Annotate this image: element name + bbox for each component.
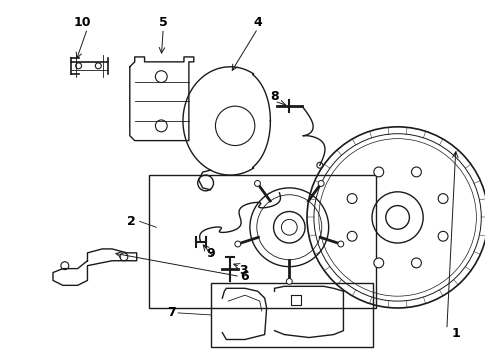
Text: 7: 7 [166,306,175,319]
Text: 8: 8 [270,90,278,103]
Circle shape [346,231,356,241]
Text: 4: 4 [253,16,262,29]
Circle shape [254,180,260,186]
Text: 9: 9 [206,247,214,260]
Text: 2: 2 [127,215,136,228]
Circle shape [318,180,324,186]
Bar [149,175,375,308]
Text: 6: 6 [240,270,249,283]
Text: 5: 5 [159,16,167,29]
Text: 1: 1 [451,327,460,340]
Text: 3: 3 [238,264,247,277]
Circle shape [346,194,356,203]
Circle shape [437,231,447,241]
Circle shape [411,167,421,177]
Circle shape [337,241,343,247]
Circle shape [373,167,383,177]
Circle shape [234,241,240,247]
Circle shape [286,278,292,284]
Circle shape [411,258,421,268]
Bar [210,283,372,347]
Circle shape [373,258,383,268]
Circle shape [437,194,447,203]
Text: 10: 10 [74,16,91,29]
